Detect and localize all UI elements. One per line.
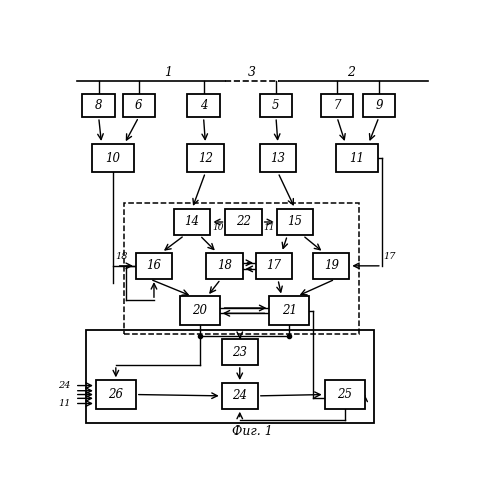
Bar — [83, 94, 115, 117]
Text: 22: 22 — [236, 216, 251, 228]
Text: 5: 5 — [272, 99, 280, 112]
Text: 15: 15 — [287, 216, 303, 228]
Text: 13: 13 — [271, 152, 285, 164]
Bar — [123, 94, 155, 117]
Bar — [207, 252, 243, 279]
Bar — [187, 94, 220, 117]
Text: 18: 18 — [217, 260, 232, 272]
Text: 26: 26 — [108, 388, 123, 401]
Text: 2: 2 — [347, 66, 355, 79]
Bar — [277, 208, 313, 236]
Text: 10: 10 — [105, 152, 121, 164]
Bar — [225, 208, 262, 236]
Bar — [336, 144, 378, 172]
Bar — [260, 94, 292, 117]
Text: 23: 23 — [232, 346, 247, 358]
Text: 11: 11 — [349, 152, 365, 164]
Text: 25: 25 — [337, 388, 352, 401]
Bar — [136, 252, 172, 279]
Bar — [187, 144, 223, 172]
Bar — [363, 94, 395, 117]
Text: 24: 24 — [232, 390, 247, 402]
Bar — [221, 339, 258, 365]
Text: 16: 16 — [147, 260, 161, 272]
Text: 19: 19 — [324, 260, 339, 272]
Bar — [313, 252, 349, 279]
Bar — [96, 380, 136, 409]
Text: 11: 11 — [264, 224, 275, 232]
Text: 20: 20 — [192, 304, 207, 317]
Text: 10: 10 — [212, 224, 223, 232]
Text: 18: 18 — [115, 252, 127, 261]
Bar — [269, 296, 309, 325]
Bar — [321, 94, 353, 117]
Text: 12: 12 — [198, 152, 213, 164]
Text: 7: 7 — [333, 99, 341, 112]
Text: 8: 8 — [95, 99, 102, 112]
Text: Фиг. 1: Фиг. 1 — [232, 425, 273, 438]
Text: 1: 1 — [164, 66, 172, 79]
Bar — [221, 383, 258, 409]
Bar — [325, 380, 365, 409]
Bar — [256, 252, 292, 279]
Text: 6: 6 — [135, 99, 143, 112]
Bar — [92, 144, 134, 172]
Bar — [124, 203, 359, 334]
Text: 17: 17 — [384, 252, 396, 261]
Bar — [174, 208, 210, 236]
Text: 14: 14 — [184, 216, 200, 228]
Text: 21: 21 — [282, 304, 297, 317]
Bar — [180, 296, 220, 325]
Text: 4: 4 — [200, 99, 207, 112]
Text: 9: 9 — [375, 99, 383, 112]
Text: 24: 24 — [59, 381, 71, 390]
Text: 3: 3 — [248, 66, 256, 79]
Bar — [260, 144, 296, 172]
Text: 11: 11 — [59, 399, 71, 408]
Text: 17: 17 — [267, 260, 281, 272]
Bar — [86, 330, 374, 424]
